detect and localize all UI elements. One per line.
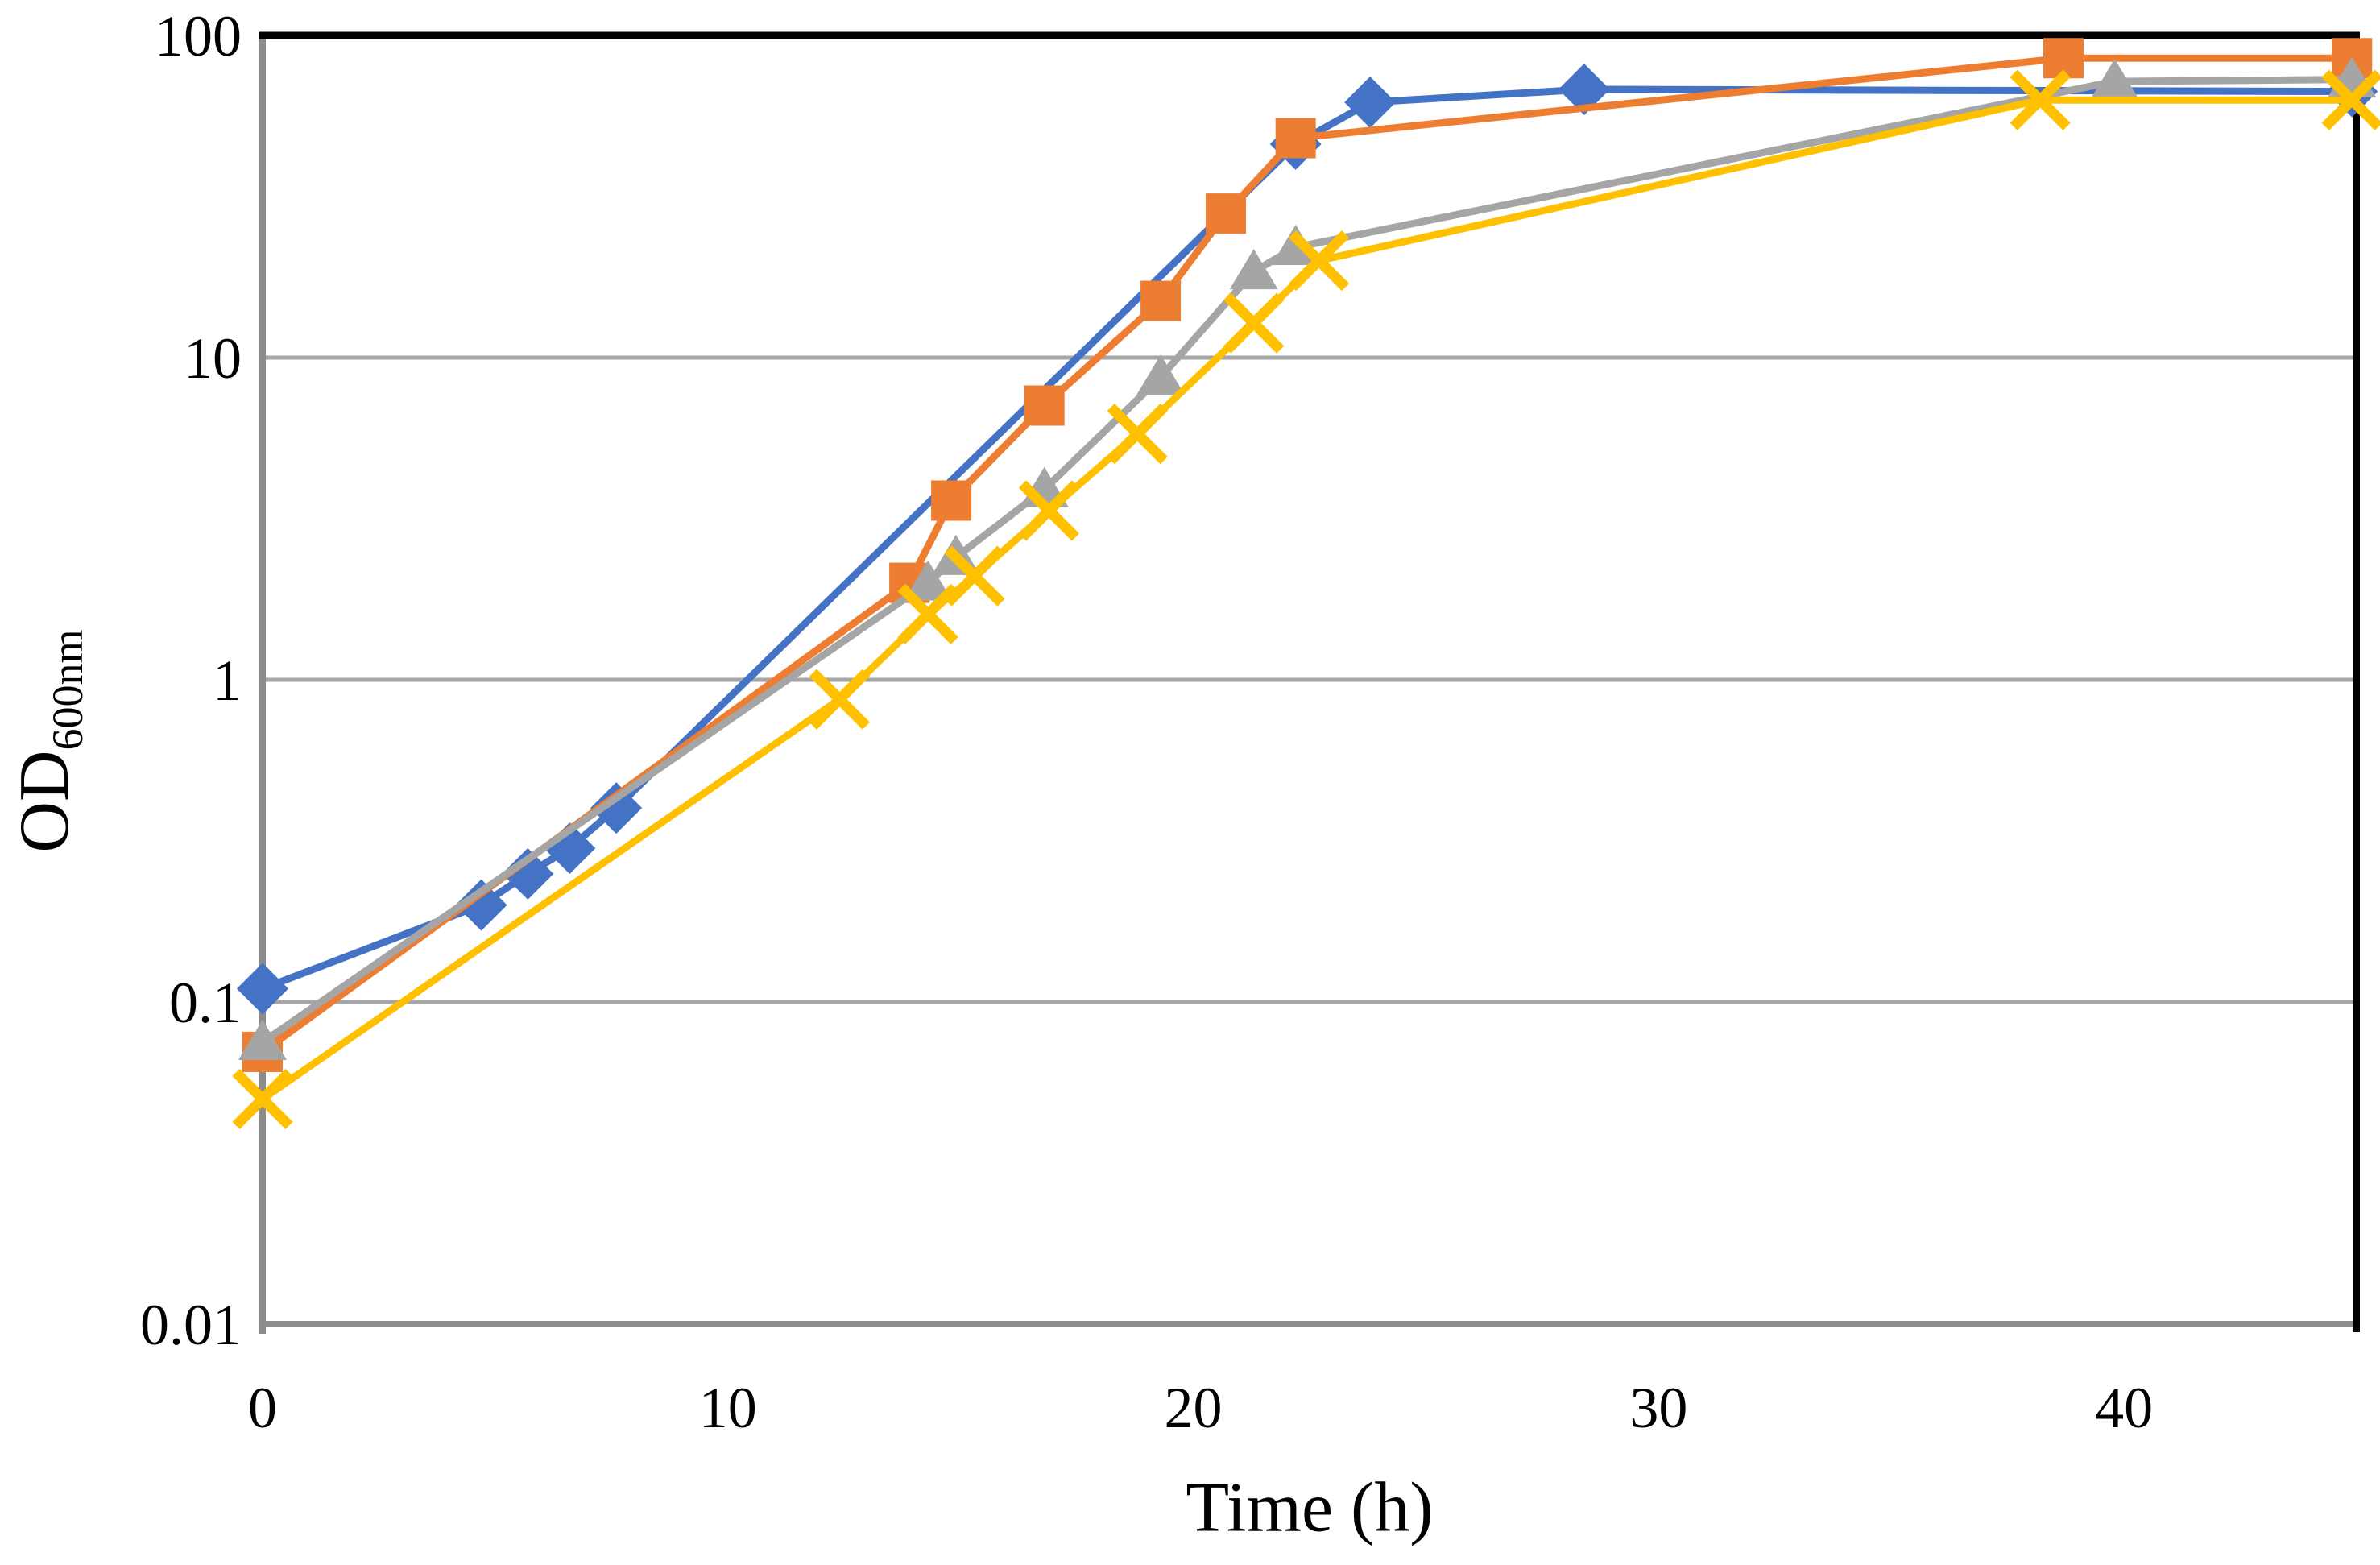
x-marker [1223, 292, 1285, 354]
square-marker [1206, 193, 1246, 234]
diamond-marker [455, 879, 507, 931]
y-axis-title: OD600nm [4, 629, 93, 852]
series-3-line [260, 76, 2353, 1045]
square-marker [1024, 385, 1065, 426]
x-marker [897, 583, 958, 644]
x-tick-label: 0 [248, 1376, 277, 1440]
series-2-line [260, 54, 2353, 1055]
triangle-marker [1136, 354, 1186, 395]
diamond-marker [237, 963, 288, 1015]
y-axis-title-subscript: 600nm [43, 629, 92, 751]
y-axis-title-text: OD [6, 750, 84, 853]
diamond-marker [502, 847, 554, 900]
x-marker [232, 1068, 293, 1130]
diamond-marker [590, 782, 643, 834]
triangle-marker [1229, 249, 1278, 290]
x-marker [2010, 69, 2071, 130]
x-tick-label: 10 [699, 1376, 757, 1440]
y-tick-label: 0.1 [169, 971, 242, 1035]
x-marker [944, 545, 1005, 607]
square-marker [1140, 280, 1182, 321]
y-tick-label: 100 [155, 4, 242, 68]
x-marker [2321, 69, 2380, 130]
x-marker [1288, 230, 1350, 292]
square-marker [931, 480, 972, 521]
x-marker [1018, 480, 1080, 541]
x-marker [809, 669, 871, 730]
triangle-marker [904, 560, 953, 601]
x-axis-title: Time (h) [1186, 1468, 1434, 1547]
y-tick-label: 10 [184, 326, 242, 391]
diamond-marker [1344, 77, 1397, 129]
x-tick-label: 20 [1165, 1376, 1223, 1440]
square-marker [1275, 118, 1316, 159]
x-marker [1107, 404, 1168, 465]
triangle-marker [238, 1019, 287, 1060]
y-tick-label: 0.01 [140, 1293, 242, 1357]
y-tick-label: 1 [213, 648, 242, 713]
x-tick-label: 30 [1629, 1376, 1687, 1440]
triangle-marker [2090, 59, 2139, 100]
series-4-line [260, 96, 2353, 1103]
x-tick-label: 40 [2095, 1376, 2153, 1440]
diamond-marker [1558, 63, 1610, 115]
